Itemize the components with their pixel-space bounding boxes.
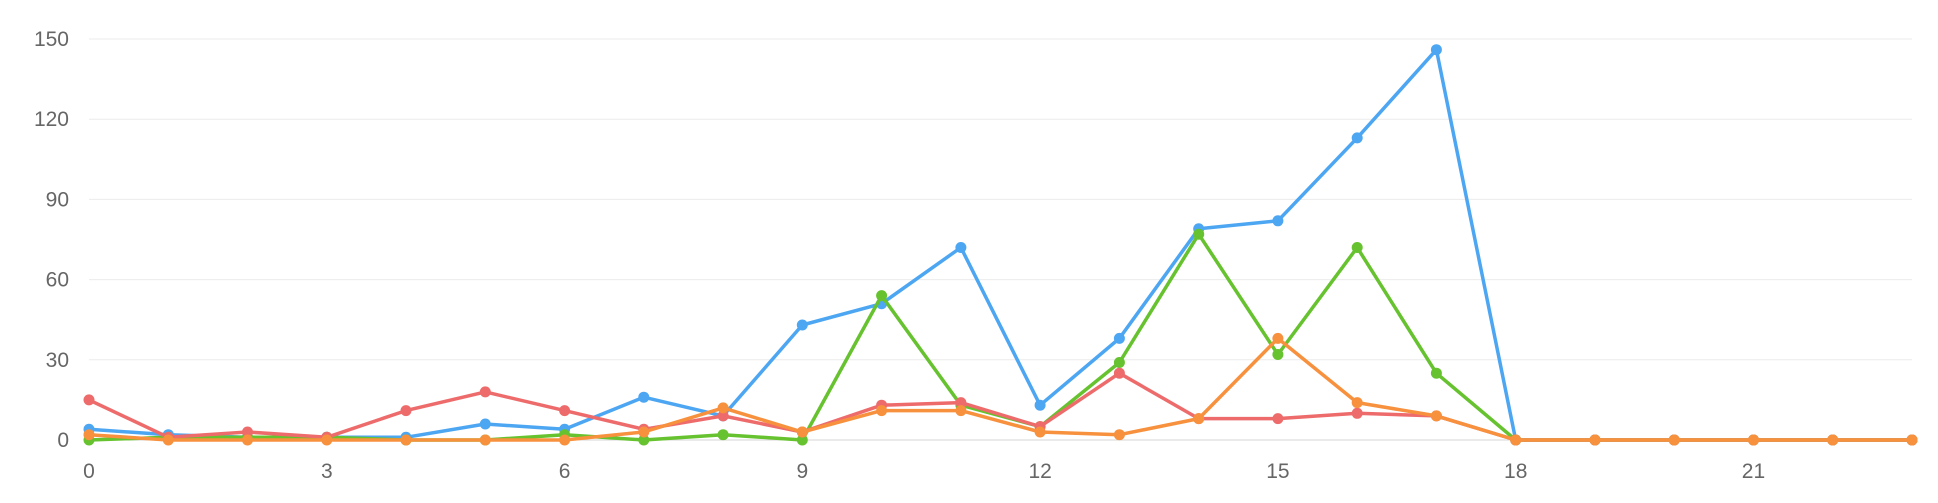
series-line [87, 336, 1914, 442]
y-tick-label: 90 [46, 188, 69, 211]
y-tick-label: 0 [57, 429, 69, 452]
x-tick-label: 18 [1504, 460, 1527, 483]
data-point[interactable] [1748, 434, 1759, 446]
series-1 [83, 44, 1918, 446]
x-tick-label: 3 [321, 460, 333, 483]
data-point[interactable] [955, 405, 967, 417]
x-tick-label: 9 [797, 460, 809, 483]
x-tick-label: 21 [1742, 460, 1765, 483]
data-point[interactable] [1193, 413, 1205, 425]
data-point[interactable] [876, 290, 888, 302]
series-line [87, 371, 1914, 442]
series-group [83, 44, 1918, 446]
data-point[interactable] [717, 429, 729, 441]
data-point[interactable] [796, 319, 808, 331]
data-point[interactable] [1113, 429, 1125, 441]
data-point[interactable] [1034, 426, 1046, 438]
series-line [87, 232, 1914, 442]
series-3 [83, 367, 1918, 446]
data-point[interactable] [876, 405, 888, 417]
data-point[interactable] [321, 434, 333, 446]
gridlines [89, 38, 1912, 441]
data-point[interactable] [1113, 357, 1125, 368]
data-point[interactable] [717, 410, 729, 422]
series-line [87, 47, 1914, 442]
data-point[interactable] [1827, 434, 1839, 446]
data-point[interactable] [1272, 332, 1284, 344]
data-point[interactable] [796, 434, 808, 446]
data-point[interactable] [1351, 407, 1363, 419]
data-point[interactable] [1351, 397, 1363, 409]
data-point[interactable] [1351, 132, 1363, 144]
data-point[interactable] [955, 397, 967, 409]
data-point[interactable] [559, 434, 571, 446]
data-point[interactable] [479, 386, 491, 398]
data-point[interactable] [1668, 434, 1680, 446]
y-tick-label: 120 [34, 108, 69, 131]
data-point[interactable] [1589, 434, 1601, 446]
data-point[interactable] [83, 429, 95, 441]
y-tick-label: 30 [46, 349, 69, 372]
series-4 [83, 332, 1918, 446]
x-tick-label: 0 [83, 460, 95, 483]
data-point[interactable] [955, 242, 967, 253]
y-tick-label: 150 [34, 28, 69, 51]
data-point[interactable] [1272, 215, 1284, 227]
data-point[interactable] [1510, 434, 1522, 446]
data-point[interactable] [638, 426, 650, 438]
data-point[interactable] [1272, 349, 1284, 360]
y-tick-label: 60 [46, 269, 69, 292]
data-point[interactable] [717, 402, 729, 414]
data-point[interactable] [1034, 399, 1046, 411]
data-point[interactable] [1430, 367, 1442, 379]
data-point[interactable] [1113, 367, 1125, 379]
data-point[interactable] [400, 405, 412, 417]
data-point[interactable] [1430, 44, 1442, 56]
data-point[interactable] [638, 434, 650, 446]
x-tick-label: 12 [1028, 460, 1051, 483]
x-tick-label: 6 [559, 460, 571, 483]
data-point[interactable] [83, 394, 95, 406]
y-axis: 0 30 60 90 120 150 [34, 28, 69, 452]
data-point[interactable] [1430, 410, 1442, 422]
data-point[interactable] [242, 434, 253, 446]
x-axis: 0 3 6 9 12 15 18 21 [83, 460, 1765, 483]
data-point[interactable] [242, 426, 253, 438]
data-point[interactable] [559, 405, 571, 417]
data-point[interactable] [400, 434, 412, 446]
data-point[interactable] [1272, 413, 1284, 425]
data-point[interactable] [796, 426, 808, 438]
x-tick-label: 15 [1266, 460, 1289, 483]
data-point[interactable] [1193, 228, 1205, 240]
data-point[interactable] [1906, 434, 1918, 446]
data-point[interactable] [162, 434, 174, 446]
data-point[interactable] [1351, 242, 1363, 253]
data-point[interactable] [479, 434, 491, 446]
data-point[interactable] [1113, 332, 1125, 344]
data-point[interactable] [479, 418, 491, 430]
data-point[interactable] [638, 391, 650, 403]
